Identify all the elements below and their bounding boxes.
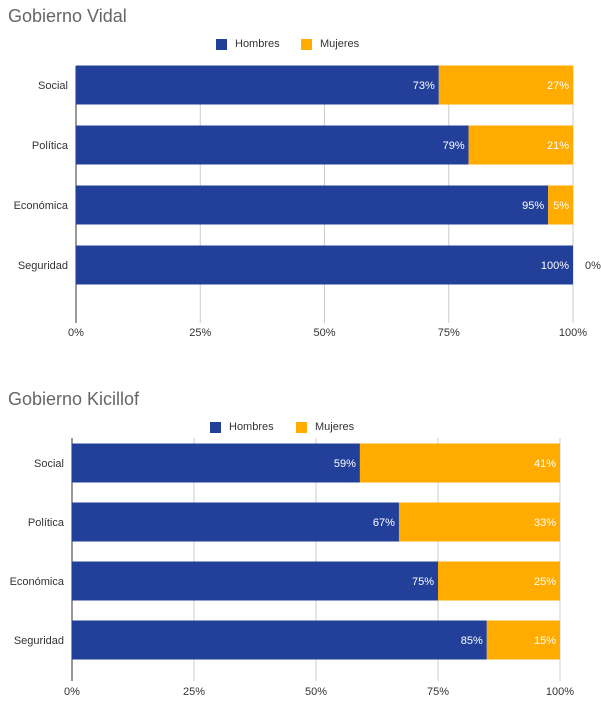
bar-mujeres — [359, 443, 560, 483]
bar-hombres — [72, 620, 487, 660]
category-label: Económica — [10, 576, 65, 588]
data-label: 15% — [534, 635, 556, 647]
category-label: Social — [34, 458, 64, 470]
bar-mujeres — [438, 65, 573, 105]
legend-label-mujeres: Mujeres — [320, 38, 360, 50]
bar-mujeres — [438, 561, 560, 601]
x-tick-label: 100% — [559, 327, 587, 339]
x-tick-label: 0% — [64, 686, 80, 698]
x-tick-label: 75% — [438, 327, 460, 339]
chart-title: Gobierno Kicillof — [8, 389, 140, 409]
data-label: 5% — [553, 200, 569, 212]
legend-label-hombres: Hombres — [229, 421, 274, 433]
chart-plot-area: 0% 25% 50% 75% 100% Social 59% 41% Política 67% 33… — [10, 438, 574, 698]
bar-hombres — [72, 561, 438, 601]
data-label: 73% — [413, 80, 435, 92]
chart-legend: Hombres Mujeres — [0, 38, 601, 54]
bar-mujeres — [468, 125, 573, 165]
data-label: 27% — [547, 80, 569, 92]
x-tick-label: 75% — [427, 686, 449, 698]
legend-swatch-hombres — [216, 38, 227, 50]
category-label: Política — [32, 140, 69, 152]
bar-hombres — [76, 125, 469, 165]
bar-mujeres — [398, 502, 560, 542]
data-label: 41% — [534, 458, 556, 470]
data-label: 67% — [373, 517, 395, 529]
data-label: 21% — [547, 140, 569, 152]
x-tick-label: 50% — [305, 686, 327, 698]
legend-swatch-mujeres — [296, 421, 307, 433]
legend-item-hombres: Hombres — [210, 421, 274, 433]
category-label: Económica — [14, 200, 69, 212]
category-label: Seguridad — [14, 635, 64, 647]
data-label: 100% — [541, 260, 569, 272]
bar-mujeres — [486, 620, 560, 660]
bar-hombres — [76, 245, 573, 285]
legend-item-mujeres: Mujeres — [296, 421, 354, 433]
category-label: Social — [38, 80, 68, 92]
bar-mujeres — [548, 185, 573, 225]
chart-title: Gobierno Vidal — [8, 6, 127, 26]
legend-label-mujeres: Mujeres — [315, 421, 355, 433]
chart-gobierno-vidal: Gobierno Vidal Hombres Mujeres 0% 25% 50% 7… — [0, 6, 601, 339]
x-tick-label: 25% — [183, 686, 205, 698]
legend-item-mujeres: Mujeres — [301, 38, 359, 50]
data-label: 85% — [461, 635, 483, 647]
category-label: Seguridad — [18, 260, 68, 272]
data-label: 95% — [522, 200, 544, 212]
chart-gobierno-kicillof: Gobierno Kicillof Hombres Mujeres 0% 25% 5… — [0, 383, 601, 715]
chart-plot-area: 0% 25% 50% 75% 100% Social 73% 27% Política 79% 21… — [14, 65, 601, 339]
data-label: 75% — [412, 576, 434, 588]
legend-label-hombres: Hombres — [235, 38, 280, 50]
x-tick-label: 0% — [68, 327, 84, 339]
data-label: 0% — [585, 260, 601, 272]
data-label: 79% — [443, 140, 465, 152]
data-label: 59% — [334, 458, 356, 470]
bar-hombres — [76, 65, 439, 105]
legend-item-hombres: Hombres — [216, 38, 280, 50]
x-tick-label: 25% — [189, 327, 211, 339]
chart-legend: Hombres Mujeres — [0, 421, 601, 437]
bar-hombres — [72, 502, 399, 542]
data-label: 25% — [534, 576, 556, 588]
bar-hombres — [76, 185, 549, 225]
x-tick-label: 50% — [313, 327, 335, 339]
legend-swatch-hombres — [210, 421, 221, 433]
x-tick-label: 100% — [546, 686, 574, 698]
legend-swatch-mujeres — [301, 38, 312, 50]
category-label: Política — [28, 517, 65, 529]
bar-hombres — [72, 443, 360, 483]
data-label: 33% — [534, 517, 556, 529]
